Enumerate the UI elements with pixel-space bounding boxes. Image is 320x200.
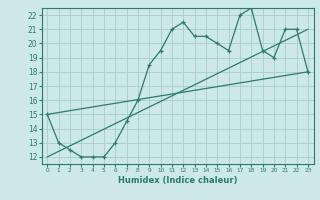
X-axis label: Humidex (Indice chaleur): Humidex (Indice chaleur) (118, 176, 237, 185)
